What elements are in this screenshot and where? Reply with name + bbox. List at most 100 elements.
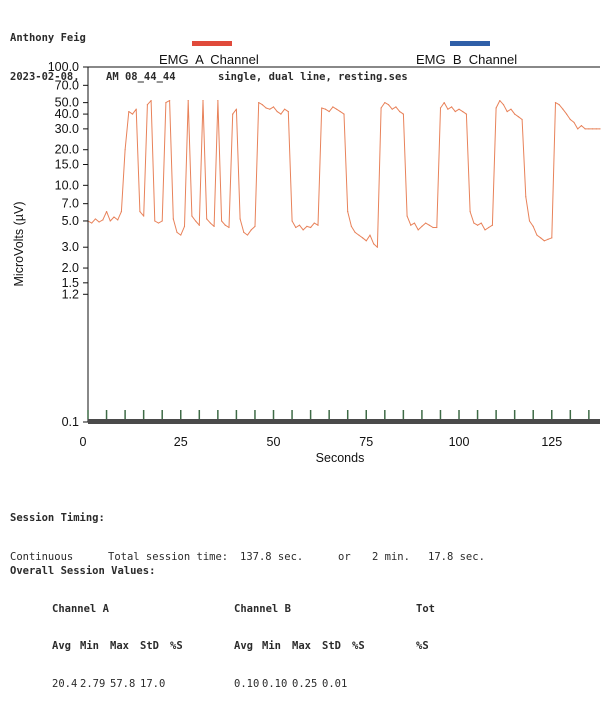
data-point [588,128,590,130]
data-point [532,225,534,227]
x-axis: 0 25 50 75 100 125 [80,410,600,449]
data-point [113,216,115,218]
data-point [154,220,156,222]
data-point [298,224,301,226]
y-axis: 100.0 70.0 50.040.030.0 20.015.0 10.0 7.0 5.0 3… [48,60,89,429]
data-point [258,102,260,104]
report-header: Anthony Feig 2023-02-08, AM 08_44_44 singl… [10,6,408,97]
data-point [191,215,193,217]
data-point [198,224,200,226]
data-point [287,110,289,113]
data-point [194,220,197,222]
val-b-min: 0.10 [262,677,288,690]
data-point [328,110,330,113]
data-point [428,224,430,226]
data-point [235,108,238,110]
y-axis-title: MicroVolts (µV) [12,202,26,287]
data-point [324,108,327,110]
data-point [384,102,386,104]
data-point [143,215,145,217]
val-b-std: 0.01 [322,677,348,690]
session-values-columns: Avg Min Max StD %S Avg Min Max StD %S %S [10,640,446,653]
data-point [510,108,512,110]
data-point [306,225,308,227]
data-point [551,237,553,239]
data-point [402,113,404,115]
data-point [584,128,586,130]
data-point [213,225,215,227]
col-a-avg: Avg [52,640,71,652]
data-point [417,229,419,231]
data-point [425,222,427,224]
data-point [595,128,597,130]
timing-total-label: Total session time: [108,551,229,563]
timing-mode: Continuous [10,551,74,563]
session-time: AM 08_44_44 [106,71,176,83]
val-a-max: 57.8 [110,677,136,690]
data-point [454,110,456,113]
data-point [317,224,319,226]
session-values-title: Overall Session Values: [10,565,156,577]
y-tick-label: 5.0 [62,214,79,228]
data-point [265,107,267,109]
data-point [566,113,568,115]
data-point [295,226,297,229]
session-values-groups: Channel A Channel B Tot [10,603,446,616]
data-point [176,231,178,234]
data-point [161,220,163,222]
data-point [183,225,186,227]
y-tick-label: 1.5 [62,276,79,290]
data-point [591,128,594,130]
col-b-std: StD [322,640,341,652]
patient-name: Anthony Feig [10,32,86,44]
data-point [443,102,445,104]
data-point [536,234,538,236]
val-b-max: 0.25 [292,677,318,690]
data-point [220,220,223,222]
y-tick-label: 70.0 [55,78,79,92]
data-point [540,237,542,239]
y-tick-label: 2.0 [62,261,79,275]
legend-swatch-channel-a [192,41,232,46]
data-point [280,113,282,115]
data-point [525,196,527,198]
data-point [246,234,249,236]
data-point [528,220,531,222]
data-point [432,226,434,229]
session-info-line: 2023-02-08, AM 08_44_44 single, dual line,… [10,71,408,84]
val-a-min: 2.79 [80,677,106,690]
timing-or: or [338,551,351,563]
data-point [206,218,208,220]
data-point [165,102,167,104]
y-tick-label: 50.0 [55,96,79,110]
data-point [124,149,126,151]
y-tick-label: 7.0 [62,197,79,211]
data-point [276,110,278,113]
data-point [120,210,122,213]
data-point [577,128,579,130]
timing-total-seconds: 137.8 sec. [240,551,304,563]
data-point [413,222,416,224]
data-point [291,220,293,222]
data-point [228,226,230,229]
data-point [462,110,464,113]
data-point [562,108,564,110]
data-point [150,100,152,102]
data-point [465,113,468,115]
group-tot: Tot [416,602,435,615]
data-point [135,108,137,110]
data-point [447,108,449,110]
data-point [410,224,412,226]
x-tick-label: 25 [174,435,188,449]
data-point [521,118,523,121]
data-point [406,215,408,217]
data-point [358,234,360,236]
data-point [261,104,263,106]
data-point [439,107,442,109]
col-a-std: StD [140,640,159,652]
session-timing: Session Timing: Continuous Total session … [10,486,485,577]
x-tick-label: 50 [267,435,281,449]
data-point [313,222,315,224]
col-b-avg: Avg [234,640,253,652]
data-point [350,225,353,227]
